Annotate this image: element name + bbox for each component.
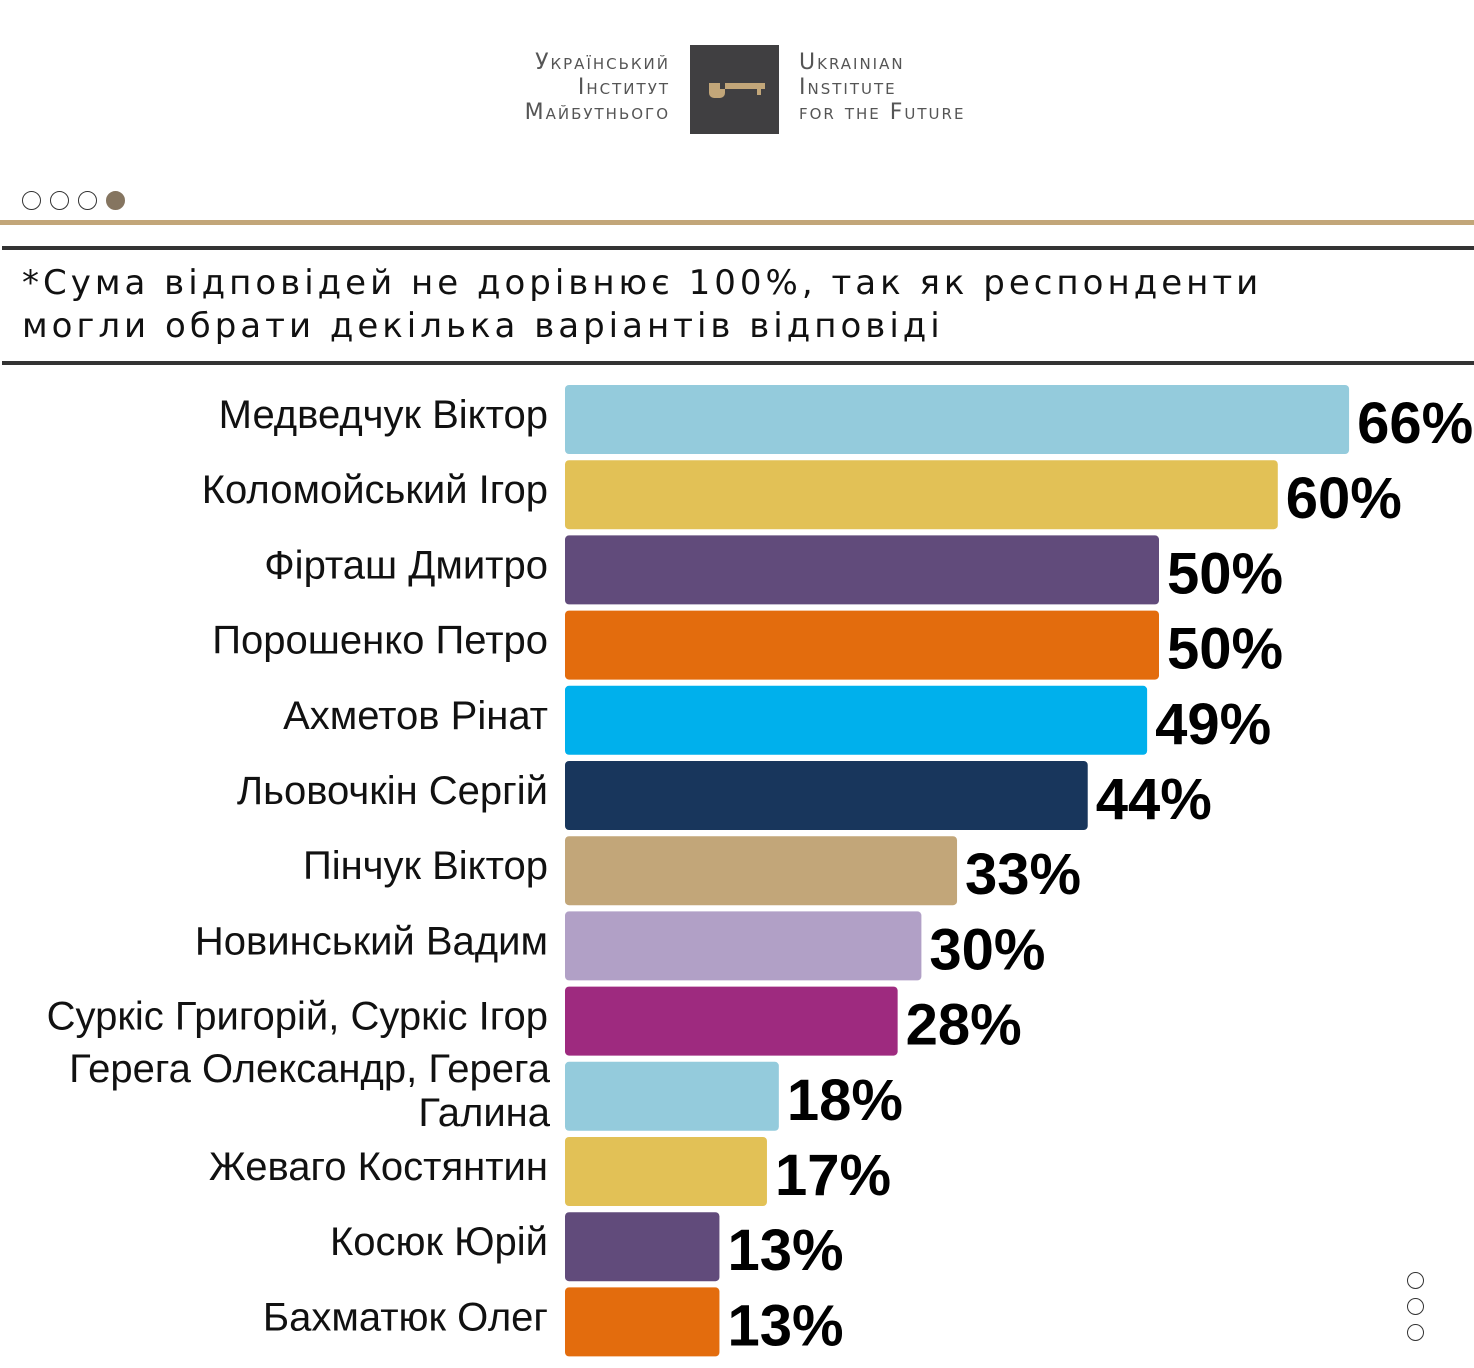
logo-line: Institute: [799, 75, 897, 100]
pager-dot[interactable]: [1407, 1272, 1424, 1289]
bar: [565, 986, 898, 1056]
value-label: 66%: [1357, 391, 1473, 456]
logo-line: Майбутнього: [524, 100, 670, 125]
key-logo-icon: [690, 45, 779, 134]
divider: [2, 361, 1474, 365]
bar: [565, 761, 1088, 830]
bar: [565, 1061, 779, 1131]
value-label: 50%: [1167, 617, 1283, 682]
logo-line: Український: [535, 50, 670, 75]
bar: [565, 685, 1148, 755]
logo-line: for the Future: [799, 100, 966, 125]
divider: [0, 220, 1474, 225]
category-label: Жеваго Костянтин: [209, 1145, 548, 1189]
divider: [2, 246, 1474, 250]
value-label: 33%: [965, 842, 1081, 907]
value-label: 60%: [1286, 466, 1402, 531]
category-label: Порошенко Петро: [212, 619, 548, 663]
category-label: Новинський Вадим: [195, 919, 548, 963]
value-label: 44%: [1096, 767, 1212, 832]
bar: [565, 911, 922, 981]
logo-line: Інститут: [577, 75, 670, 100]
category-label: Льовочкін Сергій: [237, 769, 548, 813]
pager-dot[interactable]: [1407, 1298, 1424, 1315]
category-label: Коломойський Ігор: [202, 468, 548, 512]
value-label: 50%: [1167, 541, 1283, 606]
value-label: 13%: [727, 1293, 843, 1358]
category-label: Герега Олександр, Герега Галина: [69, 1047, 551, 1135]
category-label: Медведчук Віктор: [219, 393, 548, 437]
pager-dot[interactable]: [22, 191, 41, 210]
bar: [565, 836, 958, 906]
value-label: 28%: [906, 993, 1022, 1058]
bar: [565, 1287, 720, 1357]
logo-text-uk: Український Інститут Майбутнього: [525, 50, 670, 125]
category-label: Суркіс Григорій, Суркіс Ігор: [47, 995, 548, 1039]
value-label: 30%: [929, 917, 1045, 982]
category-label: Ахметов Рінат: [283, 694, 548, 738]
bar: [565, 1137, 767, 1206]
bar: [565, 610, 1159, 680]
value-label: 17%: [775, 1143, 891, 1208]
value-label: 49%: [1155, 692, 1271, 757]
value-label: 18%: [787, 1068, 903, 1133]
bar: [565, 385, 1350, 454]
category-label: Пінчук Віктор: [303, 844, 548, 888]
bar: [565, 535, 1159, 605]
bar: [565, 1212, 720, 1282]
category-label: Бахматюк Олег: [263, 1295, 548, 1339]
pager-dot[interactable]: [1407, 1324, 1424, 1341]
category-label: Фірташ Дмитро: [264, 543, 548, 587]
vertical-pager: [1407, 1272, 1424, 1341]
pager-dot[interactable]: [78, 191, 97, 210]
logo-text-en: Ukrainian Institute for the Future: [799, 50, 965, 125]
bar: [565, 460, 1278, 530]
pager-dot-active[interactable]: [106, 191, 125, 210]
footnote: *Сума відповідей не дорівнює 100%, так я…: [22, 263, 1263, 346]
category-label: Косюк Юрій: [330, 1220, 548, 1264]
value-label: 13%: [727, 1218, 843, 1283]
pager-dot[interactable]: [50, 191, 69, 210]
logo-line: Ukrainian: [799, 50, 905, 75]
slide-pager: [22, 191, 125, 210]
